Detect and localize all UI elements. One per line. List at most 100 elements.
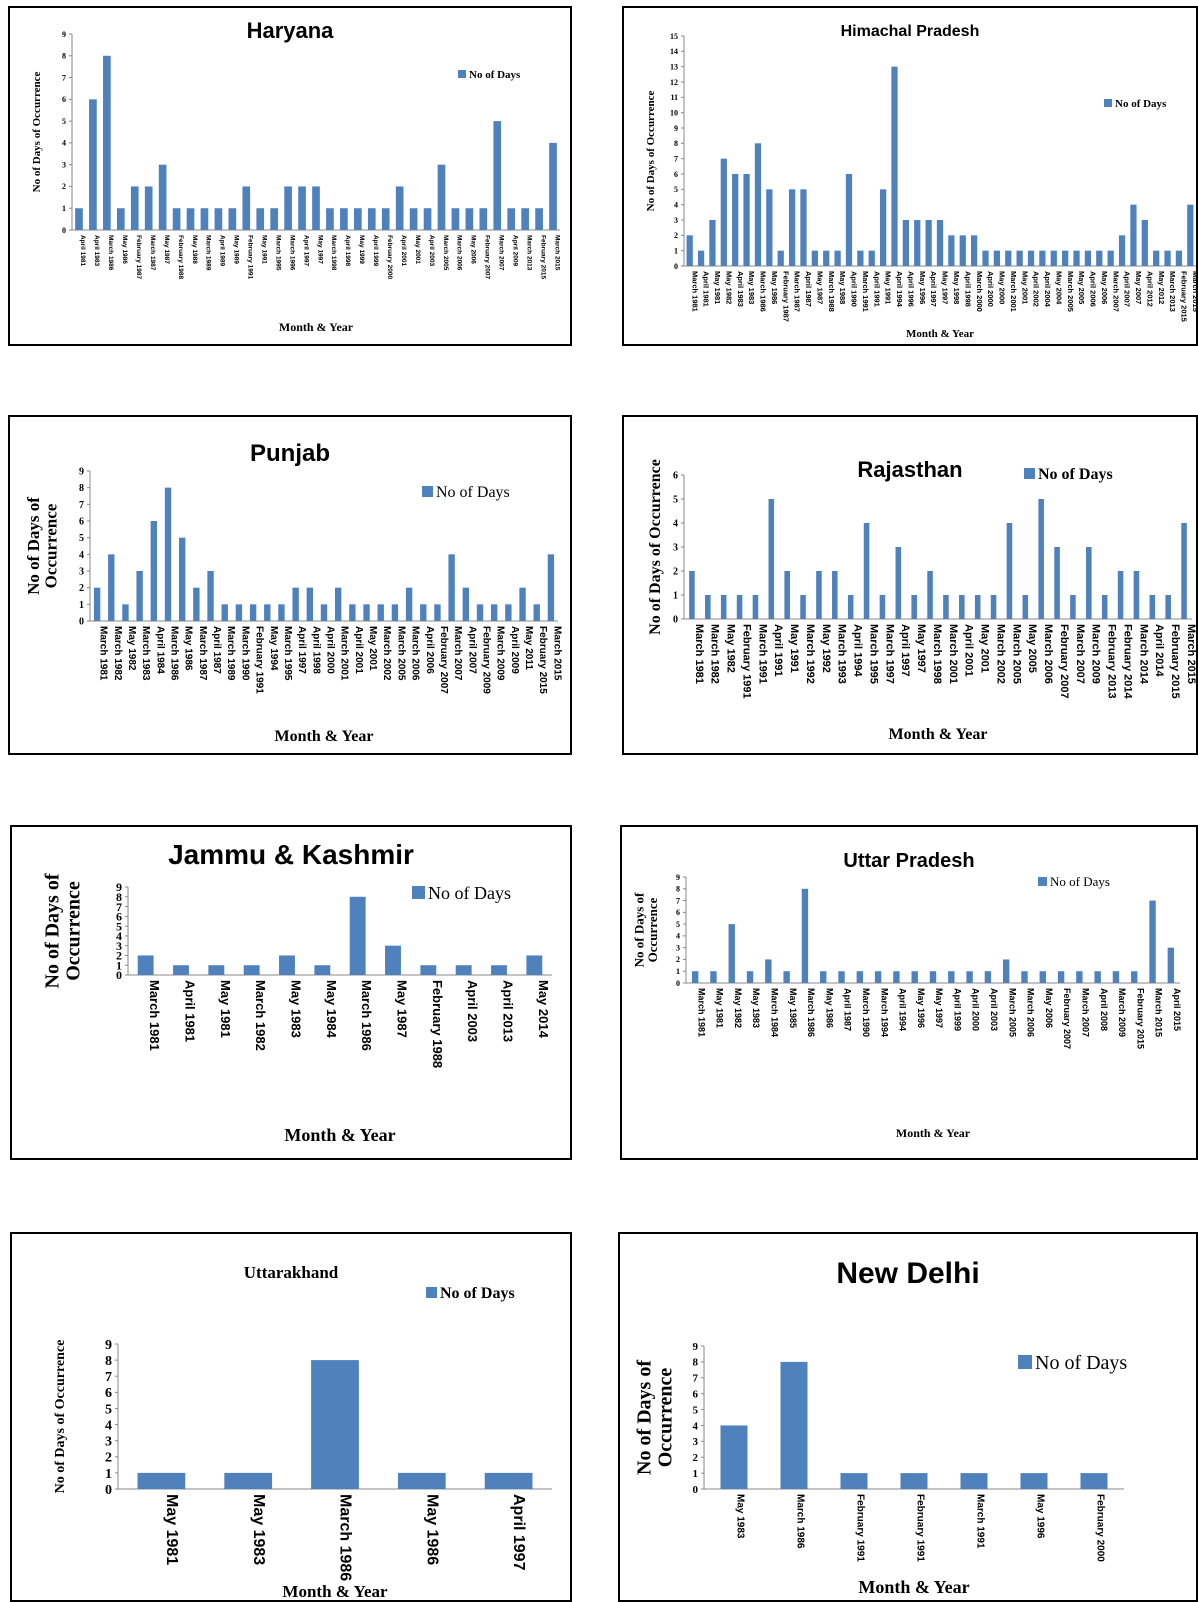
x-tick-label: May 1997	[934, 988, 944, 1028]
bar	[800, 595, 806, 619]
x-tick-label: April 2003	[428, 235, 435, 266]
y-tick-label: 2	[62, 182, 66, 191]
bar	[993, 250, 1001, 266]
y-tick-label: 1	[673, 591, 678, 602]
x-tick-label: May 2006	[1100, 271, 1109, 304]
y-tick-label: 7	[62, 73, 66, 82]
legend-swatch	[1104, 99, 1112, 107]
x-tick-label: March 2006	[456, 235, 463, 271]
bar	[911, 595, 917, 619]
y-axis-label: No of Days ofOccurrence	[631, 892, 660, 967]
y-tick-label: 4	[674, 200, 678, 209]
bar	[1002, 959, 1010, 983]
y-tick-label: 9	[674, 124, 678, 133]
x-tick-label: April 2008	[1099, 988, 1109, 1031]
bar	[367, 208, 376, 230]
x-tick-label: March 2007	[1111, 271, 1120, 312]
bar	[490, 604, 498, 621]
bar	[929, 971, 937, 983]
y-tick-label: 11	[670, 93, 678, 102]
x-tick-label: March 1990	[861, 988, 871, 1037]
x-tick-label: March 1994	[879, 988, 889, 1037]
x-tick-label: April 1997	[302, 235, 309, 266]
bar	[519, 587, 526, 621]
y-tick-label: 0	[693, 1484, 699, 1496]
y-tick-label: 6	[62, 95, 66, 104]
bar	[89, 99, 97, 230]
x-tick-label: May 1983	[747, 271, 756, 304]
x-tick-label: March 2009	[1117, 988, 1127, 1037]
bar	[788, 189, 796, 266]
x-tick-label: May 1982	[126, 626, 137, 671]
x-tick-label: May 1986	[770, 271, 779, 304]
bar	[820, 971, 827, 983]
bar	[535, 208, 543, 230]
bar	[93, 587, 101, 621]
x-tick-label: March 1995	[274, 235, 281, 271]
x-tick-label: March 1982	[112, 626, 123, 681]
y-tick-label: 1	[674, 246, 678, 255]
x-tick-label: March 2015	[1154, 988, 1164, 1037]
x-tick-label: March 1986	[795, 1494, 806, 1549]
bar	[193, 587, 200, 621]
y-tick-label: 2	[673, 567, 678, 578]
bar	[363, 604, 370, 621]
x-axis-label: Month & Year	[889, 726, 988, 743]
y-tick-label: 5	[673, 495, 678, 506]
legend-label: No of Days	[469, 69, 521, 81]
x-axis-label: Month & Year	[858, 1577, 969, 1597]
x-tick-label: March 2014	[1137, 624, 1149, 685]
bar	[1149, 595, 1156, 619]
bar	[845, 174, 853, 266]
y-tick-label: 14	[670, 47, 678, 56]
bar	[971, 235, 978, 266]
bar	[914, 220, 921, 266]
bar	[1101, 595, 1108, 619]
bar	[823, 250, 830, 266]
x-tick-label: March 1981	[147, 980, 162, 1051]
x-tick-label: May 2007	[1134, 271, 1143, 304]
y-tick-label: 8	[674, 139, 678, 148]
chart-svg: Uttar Pradesh 0 1 2 3 4 5 6 7 8 9 March 1981 May 198…	[631, 850, 1182, 1140]
y-tick-label: 9	[676, 873, 680, 882]
x-tick-labels: March 1981 May 1981 May 1982 May 1983 March …	[696, 988, 1182, 1049]
x-tick-label: March 1989	[205, 235, 212, 271]
bar	[409, 208, 418, 230]
x-tick-label: March 1989	[225, 626, 236, 681]
x-axis-label: Month & Year	[282, 1582, 388, 1600]
x-tick-label: February 1991	[915, 1494, 926, 1562]
x-tick-label: May 1983	[250, 1494, 267, 1565]
legend: No of Days	[426, 1285, 515, 1302]
x-tick-label: May 2006	[1044, 988, 1054, 1028]
chart-title: Haryana	[247, 18, 335, 43]
bar	[144, 186, 153, 230]
bar	[720, 595, 727, 619]
y-tick-label: 9	[105, 1338, 112, 1353]
x-tick-label: March 2009	[495, 626, 506, 681]
bar	[1096, 250, 1103, 266]
y-tick-label: 7	[693, 1373, 699, 1385]
x-tick-label: May 1982	[725, 624, 737, 673]
bar	[405, 587, 413, 621]
x-tick-label: March 1982	[253, 980, 268, 1051]
x-tick-label: March 2015	[1185, 624, 1196, 684]
bar	[777, 250, 784, 266]
x-tick-label: April 1994	[898, 988, 908, 1031]
x-tick-label: May 1987	[395, 980, 410, 1038]
x-tick-label: March 1984	[769, 988, 779, 1037]
bar	[720, 1425, 748, 1489]
legend: No of Days	[422, 484, 510, 501]
bar	[1118, 235, 1126, 266]
x-tick-label: May 1981	[713, 271, 722, 304]
x-tick-label: March 1981	[690, 271, 699, 312]
y-tick-label: 4	[673, 519, 678, 530]
y-tick-label: 4	[62, 139, 66, 148]
x-tick-label: May 2004	[1054, 271, 1063, 305]
bar	[879, 189, 887, 266]
y-tick-label: 3	[116, 939, 122, 953]
bar	[178, 537, 186, 621]
